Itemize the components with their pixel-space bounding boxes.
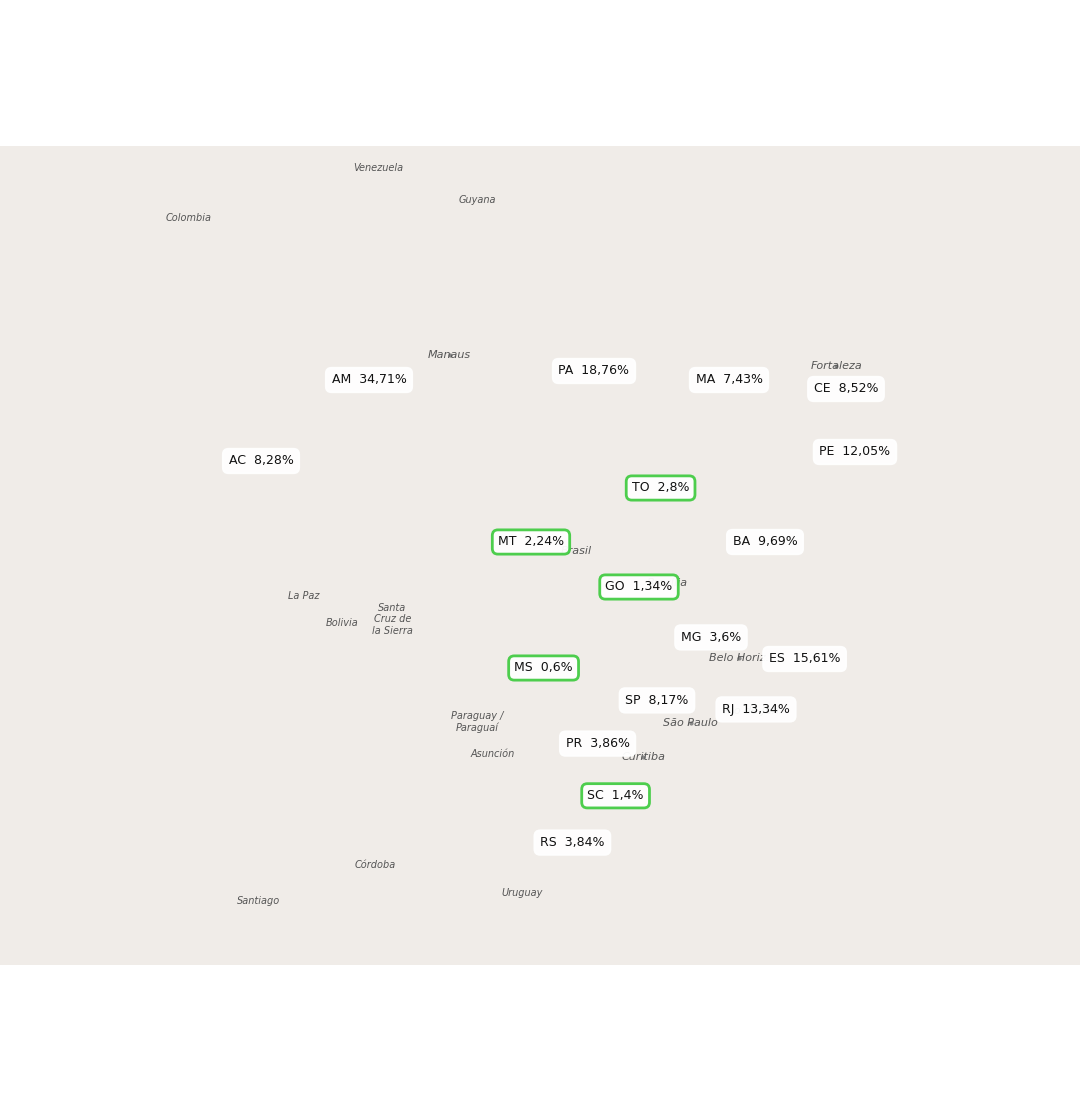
Text: Uruguay: Uruguay <box>501 888 542 898</box>
Text: Paraguay /
Paraguaí: Paraguay / Paraguaí <box>450 711 503 733</box>
Text: BA  9,69%: BA 9,69% <box>732 536 797 549</box>
Text: PA  18,76%: PA 18,76% <box>558 364 630 378</box>
Text: Venezuela: Venezuela <box>353 162 403 172</box>
Text: Santiago: Santiago <box>237 897 280 907</box>
Text: Brasília: Brasília <box>647 578 688 588</box>
Text: Colombia: Colombia <box>166 213 212 223</box>
Text: MS  0,6%: MS 0,6% <box>514 661 572 674</box>
Text: PR  3,86%: PR 3,86% <box>566 737 630 750</box>
Text: Fortaleza: Fortaleza <box>810 361 862 371</box>
Text: Rio de Jan.: Rio de Jan. <box>723 707 782 717</box>
Text: ES  15,61%: ES 15,61% <box>769 652 840 665</box>
Text: AC  8,28%: AC 8,28% <box>229 454 294 468</box>
Text: La Paz: La Paz <box>287 591 319 601</box>
Text: Córdoba: Córdoba <box>354 860 395 870</box>
Text: RJ  13,34%: RJ 13,34% <box>723 703 789 715</box>
Text: AM  34,71%: AM 34,71% <box>332 373 406 387</box>
Text: Curitiba: Curitiba <box>621 752 665 762</box>
Text: PE  12,05%: PE 12,05% <box>820 446 891 459</box>
Text: TO  2,8%: TO 2,8% <box>632 481 689 494</box>
Text: MG  3,6%: MG 3,6% <box>680 631 741 644</box>
Text: GO  1,34%: GO 1,34% <box>606 581 673 593</box>
Text: Asunción: Asunción <box>471 749 514 759</box>
Text: SP  8,17%: SP 8,17% <box>625 694 689 707</box>
Text: Belo Horiz.: Belo Horiz. <box>708 652 769 662</box>
Text: Guyana: Guyana <box>458 196 496 206</box>
Text: SC  1,4%: SC 1,4% <box>588 789 644 802</box>
Text: MA  7,43%: MA 7,43% <box>696 373 762 387</box>
Text: RS  3,84%: RS 3,84% <box>540 837 605 849</box>
Text: Bolivia: Bolivia <box>326 618 359 628</box>
Text: São Paulo: São Paulo <box>663 718 718 728</box>
Text: Brasil: Brasil <box>561 546 592 556</box>
Text: MT  2,24%: MT 2,24% <box>498 536 564 549</box>
Text: Manaus: Manaus <box>428 350 471 360</box>
Text: CE  8,52%: CE 8,52% <box>813 382 878 396</box>
Text: Santa
Cruz de
la Sierra: Santa Cruz de la Sierra <box>372 603 413 635</box>
